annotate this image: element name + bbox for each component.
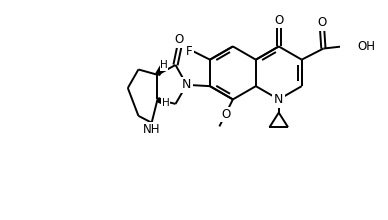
Text: O: O — [274, 14, 283, 27]
Text: N: N — [182, 78, 191, 91]
Text: O: O — [175, 33, 184, 46]
Text: O: O — [221, 108, 230, 121]
Text: N: N — [274, 93, 284, 106]
Text: F: F — [186, 45, 193, 58]
Text: H: H — [161, 98, 169, 108]
Text: O: O — [317, 16, 327, 29]
Text: OH: OH — [357, 40, 375, 53]
Text: H: H — [160, 61, 168, 70]
Text: NH: NH — [143, 123, 160, 136]
